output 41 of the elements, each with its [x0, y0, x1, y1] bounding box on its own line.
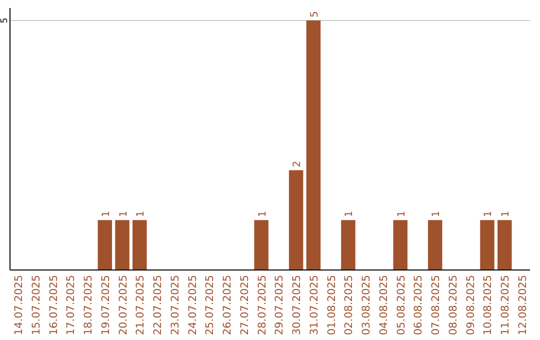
x-tick-label: 31.07.2025: [308, 275, 320, 336]
x-tick-label: 04.08.2025: [378, 275, 390, 336]
data-label: 1: [257, 210, 268, 218]
data-label: 5: [309, 11, 320, 18]
x-tick-label: 28.07.2025: [256, 275, 268, 336]
x-tick-label: 09.08.2025: [464, 275, 477, 336]
data-label: 1: [136, 210, 147, 218]
data-label: 1: [396, 210, 408, 218]
x-tick-label: 05.08.2025: [395, 275, 408, 336]
x-tick-label: 25.07.2025: [204, 275, 216, 336]
x-tick-label: 19.07.2025: [100, 275, 112, 336]
x-tick-label: 29.07.2025: [274, 275, 286, 336]
data-label: 1: [483, 210, 494, 218]
x-tick-label: 08.08.2025: [447, 275, 460, 336]
x-tick-label: 14.07.2025: [12, 275, 25, 336]
x-tick-label: 01.08.2025: [326, 275, 338, 336]
x-tick-label: 03.08.2025: [360, 275, 373, 336]
x-tick-label: 24.07.2025: [186, 275, 199, 336]
x-tick-label: 20.07.2025: [117, 275, 130, 336]
data-label: 1: [118, 210, 130, 218]
x-tick-label: 23.07.2025: [169, 275, 182, 336]
x-tick-label: 12.08.2025: [517, 275, 530, 336]
x-tick-label: 06.08.2025: [412, 275, 425, 336]
data-label: 1: [431, 210, 442, 218]
data-label: 1: [500, 210, 512, 218]
x-tick-label: 27.07.2025: [238, 275, 251, 336]
x-tick-label: 15.07.2025: [30, 275, 42, 336]
x-tick-label: 11.08.2025: [500, 275, 512, 336]
x-tick-label: 02.08.2025: [343, 275, 356, 336]
data-label: 1: [100, 210, 112, 218]
x-tick-label: 30.07.2025: [291, 275, 304, 336]
x-tick-label: 10.08.2025: [482, 275, 494, 336]
x-tick-label: 18.07.2025: [82, 275, 95, 336]
x-tick-label: 26.07.2025: [222, 275, 234, 336]
data-label: 1: [344, 210, 356, 218]
x-tick-label: 22.07.2025: [152, 275, 164, 336]
x-tick-label: 17.07.2025: [65, 275, 78, 336]
x-tick-label: 16.07.2025: [48, 275, 60, 336]
x-tick-label: 21.07.2025: [134, 275, 147, 336]
data-label: 2: [292, 160, 304, 168]
x-tick-label: 07.08.2025: [430, 275, 442, 336]
